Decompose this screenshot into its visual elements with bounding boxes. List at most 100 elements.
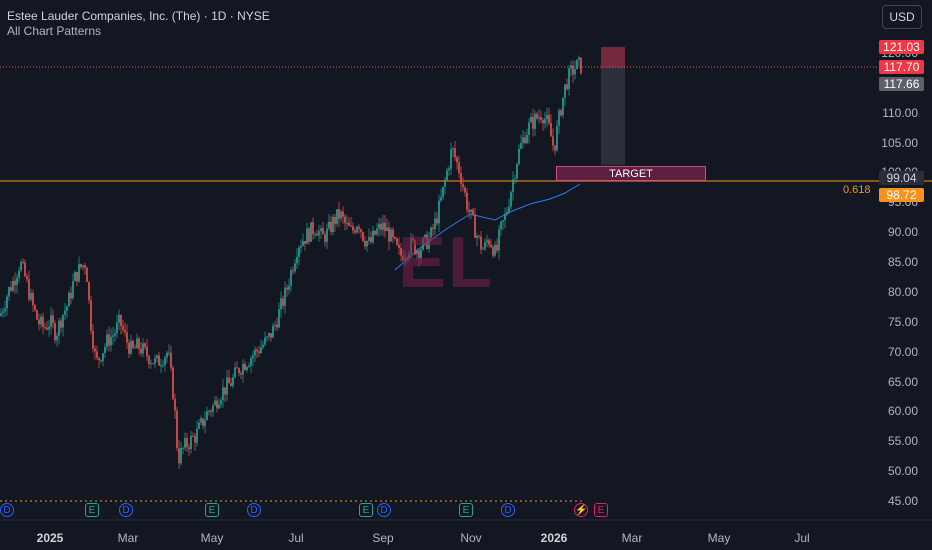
- candle-body: [354, 230, 356, 233]
- candle-body: [488, 240, 490, 245]
- candle-body: [212, 405, 214, 412]
- candle-body: [518, 148, 520, 165]
- candle-body: [378, 224, 380, 229]
- candle-body: [570, 65, 572, 69]
- candle-body: [548, 114, 550, 124]
- candle-body: [2, 311, 4, 314]
- candle-body: [82, 265, 84, 268]
- candle-body: [188, 447, 190, 450]
- candle-body: [122, 325, 124, 330]
- candle-body: [130, 340, 132, 354]
- earnings-marker[interactable]: E: [594, 503, 608, 517]
- dividend-marker[interactable]: D: [377, 503, 391, 517]
- currency-button[interactable]: USD: [882, 5, 922, 29]
- target-projection-top: [601, 47, 625, 68]
- candle-body: [180, 448, 182, 464]
- candle-body: [140, 348, 142, 354]
- candle-body: [60, 320, 62, 328]
- candle-body: [554, 145, 556, 151]
- candle-body: [114, 333, 116, 336]
- candle-body: [504, 214, 506, 221]
- candle-body: [492, 247, 494, 256]
- candle-body: [564, 84, 566, 98]
- candle-body: [210, 411, 212, 413]
- candle-body: [196, 428, 198, 443]
- candle-body: [538, 117, 540, 119]
- candle-body: [490, 244, 492, 248]
- price-axis-label: 110.00: [882, 105, 918, 120]
- candle-body: [408, 253, 410, 259]
- candle-body: [416, 250, 418, 254]
- candle-body: [486, 240, 488, 243]
- candle-body: [134, 347, 136, 349]
- candle-body: [230, 383, 232, 386]
- candle-body: [256, 349, 258, 352]
- candle-body: [108, 334, 110, 346]
- candle-body: [148, 356, 150, 365]
- dividend-marker[interactable]: D: [501, 503, 515, 517]
- candle-body: [88, 282, 90, 301]
- earnings-marker[interactable]: E: [459, 503, 473, 517]
- candle-body: [414, 240, 416, 254]
- candle-body: [530, 116, 532, 123]
- candle-body: [118, 315, 120, 323]
- candle-body: [270, 333, 272, 338]
- candle-body: [44, 326, 46, 328]
- candle-body: [10, 287, 12, 291]
- candle-body: [412, 237, 414, 241]
- candle-body: [90, 300, 92, 331]
- candle-body: [58, 320, 60, 336]
- candle-body: [522, 137, 524, 144]
- candle-body: [208, 411, 210, 413]
- candle-body: [434, 218, 436, 230]
- time-axis-label: Nov: [460, 531, 482, 545]
- candle-body: [68, 292, 70, 307]
- candle-body: [464, 187, 466, 193]
- earnings-marker[interactable]: E: [85, 503, 99, 517]
- candle-body: [228, 377, 230, 384]
- candle-body: [246, 367, 248, 370]
- candle-body: [200, 418, 202, 423]
- dividend-marker[interactable]: D: [247, 503, 261, 517]
- indicator-label[interactable]: All Chart Patterns: [7, 24, 102, 38]
- candle-body: [152, 363, 154, 365]
- candle-body: [8, 287, 10, 297]
- chart-title[interactable]: Estee Lauder Companies, Inc. (The) · 1D …: [7, 9, 270, 23]
- candle-body: [226, 377, 228, 395]
- candle-body: [410, 237, 412, 254]
- candle-body: [14, 280, 16, 286]
- candle-body: [452, 148, 454, 150]
- candle-body: [324, 234, 326, 242]
- earnings-marker[interactable]: E: [359, 503, 373, 517]
- earnings-marker[interactable]: E: [205, 503, 219, 517]
- candle-body: [0, 313, 2, 316]
- dividend-marker[interactable]: D: [0, 503, 14, 517]
- candle-body: [202, 418, 204, 426]
- candle-body: [338, 209, 340, 219]
- candle-body: [362, 232, 364, 241]
- dividend-marker[interactable]: D: [119, 503, 133, 517]
- candle-body: [128, 342, 130, 354]
- candle-body: [366, 240, 368, 247]
- candle-body: [162, 365, 164, 367]
- price-tag-fib: 99.04: [879, 171, 924, 185]
- target-label[interactable]: TARGET: [556, 166, 706, 181]
- candle-body: [74, 272, 76, 282]
- price-axis-label: 105.00: [881, 135, 918, 150]
- candle-body: [160, 365, 162, 367]
- price-tag-last: 117.70: [879, 60, 924, 74]
- candle-body: [198, 422, 200, 429]
- candle-body: [520, 143, 522, 149]
- candle-body: [62, 314, 64, 328]
- candle-body: [536, 113, 538, 119]
- candle-body: [142, 343, 144, 354]
- split-marker[interactable]: ⚡: [574, 503, 588, 517]
- candle-body: [540, 117, 542, 121]
- candle-body: [110, 336, 112, 346]
- candle-body: [150, 363, 152, 365]
- candle-body: [40, 316, 42, 325]
- candle-body: [54, 323, 56, 341]
- candle-body: [528, 122, 530, 135]
- candle-body: [446, 170, 448, 180]
